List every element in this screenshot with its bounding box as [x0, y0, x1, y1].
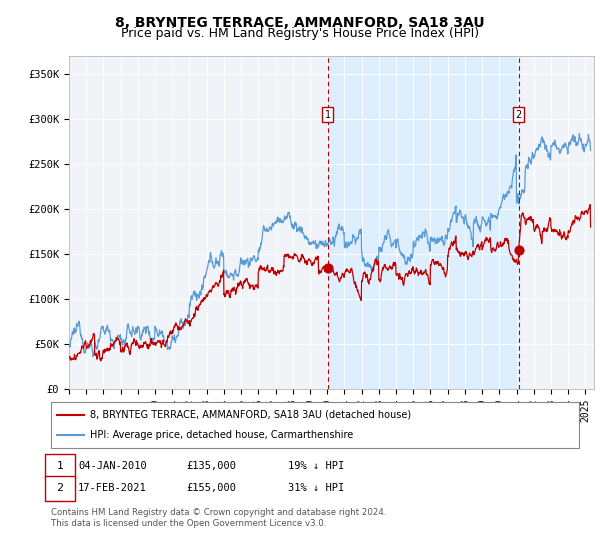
Text: 8, BRYNTEG TERRACE, AMMANFORD, SA18 3AU: 8, BRYNTEG TERRACE, AMMANFORD, SA18 3AU [115, 16, 485, 30]
Text: 19% ↓ HPI: 19% ↓ HPI [288, 461, 344, 471]
Point [323, 263, 332, 272]
Text: 1: 1 [56, 461, 64, 471]
Text: 8, BRYNTEG TERRACE, AMMANFORD, SA18 3AU (detached house): 8, BRYNTEG TERRACE, AMMANFORD, SA18 3AU … [90, 410, 411, 420]
Text: 2: 2 [56, 483, 64, 493]
Text: 31% ↓ HPI: 31% ↓ HPI [288, 483, 344, 493]
Text: £135,000: £135,000 [186, 461, 236, 471]
Text: £155,000: £155,000 [186, 483, 236, 493]
Bar [328, 56, 518, 389]
Text: Price paid vs. HM Land Registry's House Price Index (HPI): Price paid vs. HM Land Registry's House … [121, 27, 479, 40]
Text: Contains HM Land Registry data © Crown copyright and database right 2024.
This d: Contains HM Land Registry data © Crown c… [51, 508, 386, 528]
Point [514, 245, 523, 254]
Text: 17-FEB-2021: 17-FEB-2021 [78, 483, 147, 493]
Text: 1: 1 [325, 110, 331, 119]
Text: 2: 2 [515, 110, 522, 119]
Text: HPI: Average price, detached house, Carmarthenshire: HPI: Average price, detached house, Carm… [90, 430, 353, 440]
Text: 04-JAN-2010: 04-JAN-2010 [78, 461, 147, 471]
